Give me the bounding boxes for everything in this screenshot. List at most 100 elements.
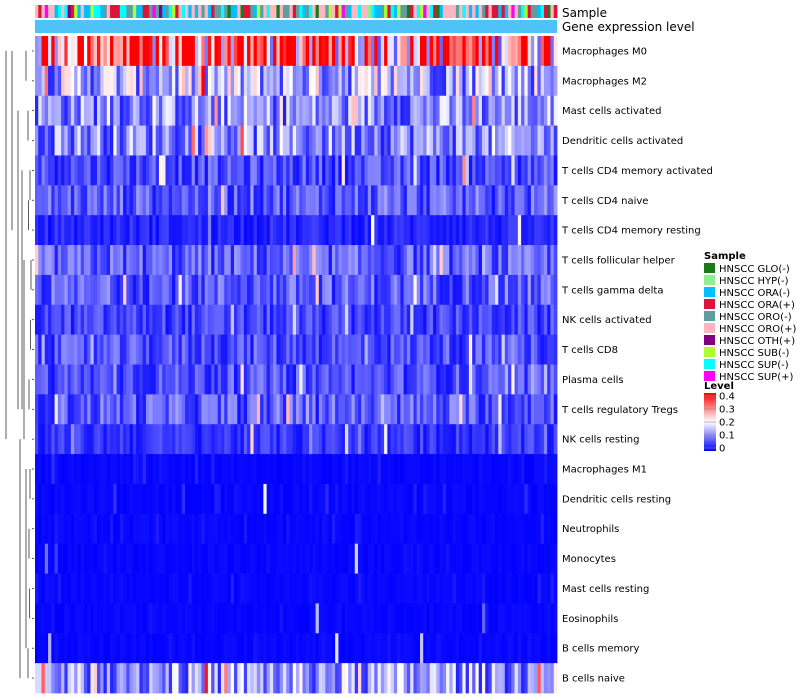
sample-legend-swatch xyxy=(704,371,715,381)
heatmap-cell xyxy=(328,155,333,186)
heatmap-cell xyxy=(152,483,157,515)
heatmap-cell xyxy=(132,364,137,395)
heatmap-cell xyxy=(51,125,55,156)
heatmap-cell xyxy=(83,513,88,545)
heatmap-cell xyxy=(406,573,411,604)
heatmap-cell xyxy=(240,155,245,186)
heatmap-cell xyxy=(478,633,483,664)
heatmap-cell xyxy=(234,364,238,395)
heatmap-cell xyxy=(266,125,271,156)
heatmap-cell xyxy=(276,483,281,515)
heatmap-cell xyxy=(429,245,434,276)
heatmap-cell xyxy=(201,543,206,574)
heatmap-cell xyxy=(491,513,496,545)
heatmap-cell xyxy=(553,603,558,634)
heatmap-cell xyxy=(119,125,124,156)
heatmap-cell xyxy=(126,633,131,664)
heatmap-cell xyxy=(472,603,476,634)
heatmap-cell xyxy=(243,513,248,545)
heatmap-cell xyxy=(155,245,160,276)
heatmap-cell xyxy=(286,424,290,455)
heatmap-cell xyxy=(364,274,369,306)
heatmap-cell xyxy=(155,215,160,246)
heatmap-cell xyxy=(331,364,336,395)
heatmap-cell xyxy=(462,603,467,634)
heatmap-cell xyxy=(142,304,147,336)
heatmap-cell xyxy=(468,603,473,634)
heatmap-cell xyxy=(224,364,228,395)
heatmap-cell xyxy=(103,95,108,126)
heatmap-cell xyxy=(67,394,72,425)
heatmap-cell xyxy=(282,663,287,694)
heatmap-cell xyxy=(419,185,424,216)
heatmap-cell xyxy=(198,483,202,515)
heatmap-cell xyxy=(462,245,467,276)
heatmap-cell xyxy=(110,185,114,216)
heatmap-cell xyxy=(537,125,542,156)
heatmap-cell xyxy=(54,95,59,126)
heatmap-cell xyxy=(521,125,525,156)
heatmap-cell xyxy=(178,65,183,97)
sample-annotation-cell xyxy=(194,5,199,18)
heatmap-cell xyxy=(234,543,238,574)
heatmap-cell xyxy=(282,36,287,67)
heatmap-cell xyxy=(504,274,509,306)
heatmap-cell xyxy=(387,543,392,574)
heatmap-cell xyxy=(475,36,480,67)
heatmap-cell xyxy=(351,185,356,216)
heatmap-cell xyxy=(374,603,378,634)
heatmap-cell xyxy=(237,603,241,634)
heatmap-cell xyxy=(90,483,95,515)
heatmap-cell xyxy=(269,95,274,126)
heatmap-cell xyxy=(273,633,277,664)
heatmap-cell xyxy=(481,543,486,574)
heatmap-cell xyxy=(158,65,163,97)
heatmap-cell xyxy=(426,454,431,485)
annotation-bars xyxy=(35,5,558,33)
heatmap-cell xyxy=(318,95,323,126)
heatmap-cell xyxy=(269,543,274,574)
heatmap-cell xyxy=(123,245,127,276)
heatmap-cell xyxy=(446,573,450,604)
heatmap-cell xyxy=(266,245,271,276)
heatmap-cell xyxy=(54,185,59,216)
heatmap-cell xyxy=(354,424,359,455)
heatmap-cell xyxy=(194,334,199,365)
heatmap-cell xyxy=(103,36,108,67)
heatmap-cell xyxy=(550,543,555,574)
sample-annotation-cell xyxy=(175,5,179,18)
heatmap-cell xyxy=(273,274,277,306)
heatmap-cell xyxy=(530,36,535,67)
heatmap-cell xyxy=(207,36,212,67)
heatmap-cell xyxy=(478,573,483,604)
heatmap-cell xyxy=(465,215,470,246)
heatmap-cell xyxy=(322,633,326,664)
heatmap-cell xyxy=(129,603,134,634)
heatmap-cell xyxy=(312,513,316,545)
heatmap-cell xyxy=(508,245,512,276)
heatmap-cell xyxy=(367,543,372,574)
row-label: B cells naive xyxy=(562,674,625,685)
heatmap-cell xyxy=(230,364,235,395)
heatmap-cell xyxy=(175,513,179,545)
heatmap-cell xyxy=(83,483,88,515)
heatmap-cell xyxy=(384,215,388,246)
heatmap-cell xyxy=(132,155,137,186)
heatmap-cell xyxy=(465,573,470,604)
heatmap-cell xyxy=(207,603,212,634)
heatmap-cell xyxy=(149,185,153,216)
heatmap-cell xyxy=(113,65,117,97)
heatmap-cell xyxy=(35,424,39,455)
heatmap-cell xyxy=(338,334,343,365)
heatmap-cell xyxy=(357,274,362,306)
heatmap-cell xyxy=(527,603,532,634)
heatmap-cell xyxy=(305,185,310,216)
heatmap-cell xyxy=(90,304,95,336)
heatmap-cell xyxy=(90,334,95,365)
heatmap-cell xyxy=(204,125,209,156)
heatmap-cell xyxy=(243,65,248,97)
heatmap-cell xyxy=(198,274,202,306)
heatmap-cell xyxy=(35,543,39,574)
heatmap-cell xyxy=(436,334,440,365)
